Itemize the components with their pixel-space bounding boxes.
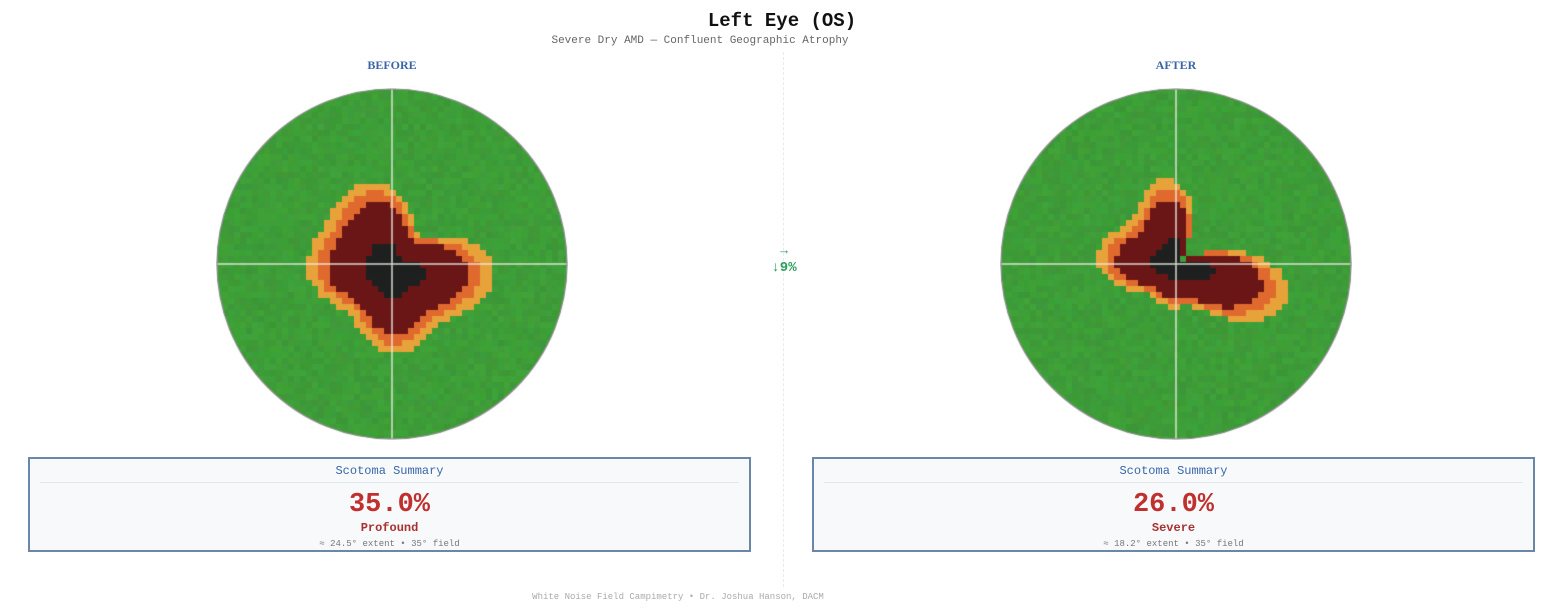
summary-title: Scotoma Summary — [824, 464, 1523, 483]
scotoma-grade: Severe — [1151, 521, 1196, 535]
change-indicator: → ↓9% — [760, 243, 808, 277]
after-summary-card: Scotoma Summary 26.0% Severe ≈ 18.2° ext… — [812, 457, 1535, 552]
scotoma-extent: ≈ 18.2° extent • 35° field — [1103, 539, 1244, 549]
before-field-map — [216, 88, 568, 440]
page-title: Left Eye (OS) — [707, 10, 857, 32]
scotoma-grade: Profound — [360, 521, 419, 535]
change-percent: ↓9% — [771, 260, 797, 276]
scotoma-extent: ≈ 24.5° extent • 35° field — [319, 539, 460, 549]
footer-credit: White Noise Field Campimetry • Dr. Joshu… — [532, 592, 824, 602]
scotoma-percent: 35.0% — [348, 490, 430, 520]
scotoma-percent: 26.0% — [1132, 490, 1214, 520]
after-field-map — [1000, 88, 1352, 440]
before-summary-card: Scotoma Summary 35.0% Profound ≈ 24.5° e… — [28, 457, 751, 552]
page-subtitle: Severe Dry AMD — Confluent Geographic At… — [551, 35, 849, 47]
summary-title: Scotoma Summary — [40, 464, 739, 483]
before-heatmap-canvas — [216, 88, 568, 440]
after-heatmap-canvas — [1000, 88, 1352, 440]
after-label: AFTER — [1155, 58, 1197, 72]
before-label: BEFORE — [367, 58, 417, 72]
center-divider — [783, 52, 784, 587]
arrow-right-icon: → — [780, 243, 788, 258]
